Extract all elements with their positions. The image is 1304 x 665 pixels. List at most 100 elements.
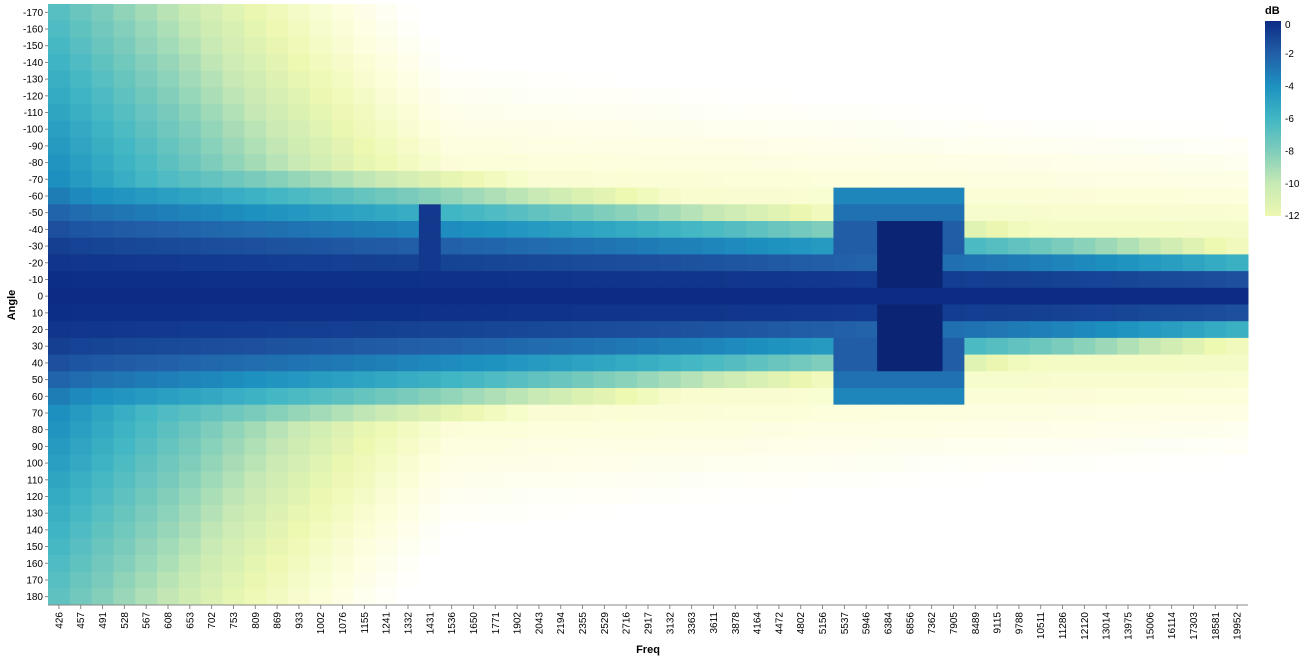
heatmap-cell	[1095, 321, 1118, 339]
heatmap-cell	[178, 154, 202, 172]
heatmap-cell	[462, 438, 485, 456]
heatmap-cell	[986, 104, 1009, 122]
heatmap-cell	[942, 387, 965, 406]
heatmap-cell	[789, 87, 813, 105]
heatmap-cell	[178, 187, 202, 205]
heatmap-cell	[1226, 54, 1249, 72]
heatmap-cell	[244, 521, 267, 539]
heatmap-cell	[768, 54, 791, 72]
heatmap-cell	[1073, 438, 1096, 456]
heatmap-cell	[331, 37, 354, 55]
heatmap-cell	[811, 504, 834, 523]
heatmap-cell	[1138, 187, 1162, 205]
heatmap-cell	[615, 554, 638, 573]
heatmap-cell	[135, 54, 158, 72]
heatmap-cell	[288, 387, 311, 406]
heatmap-cell	[418, 254, 442, 272]
heatmap-cell	[877, 104, 900, 122]
heatmap-cell	[942, 554, 965, 573]
heatmap-cell	[855, 571, 878, 589]
heatmap-cell	[1182, 154, 1205, 172]
heatmap-cell	[571, 271, 594, 289]
heatmap-cell	[680, 170, 704, 189]
heatmap-cell	[986, 120, 1009, 139]
heatmap-cell	[69, 304, 93, 322]
heatmap-cell	[1073, 321, 1096, 339]
heatmap-cell	[418, 554, 442, 573]
heatmap-cell	[724, 187, 747, 205]
heatmap-cell	[135, 421, 158, 439]
heatmap-cell	[1204, 387, 1227, 406]
heatmap-cell	[724, 371, 747, 389]
heatmap-cell	[637, 254, 660, 272]
heatmap-cell	[811, 438, 834, 456]
heatmap-cell	[113, 170, 136, 189]
heatmap-cell	[898, 438, 922, 456]
heatmap-cell	[1160, 221, 1184, 239]
heatmap-cell	[69, 588, 93, 606]
heatmap-cell	[1182, 504, 1205, 523]
heatmap-cell	[397, 204, 420, 222]
heatmap-cell	[48, 404, 71, 422]
heatmap-cell	[877, 571, 900, 589]
heatmap-cell	[1095, 4, 1118, 22]
heatmap-cell	[331, 571, 354, 589]
heatmap-cell	[658, 438, 682, 456]
heatmap-cell	[91, 321, 114, 339]
heatmap-cell	[855, 404, 878, 422]
heatmap-cell	[920, 170, 944, 189]
heatmap-cell	[789, 54, 813, 72]
heatmap-cell	[898, 321, 922, 339]
heatmap-cell	[571, 554, 594, 573]
heatmap-cell	[1008, 521, 1031, 539]
heatmap-cell	[397, 421, 420, 439]
heatmap-cell	[244, 488, 267, 506]
heatmap-cell	[48, 521, 71, 539]
heatmap-cell	[418, 287, 442, 305]
heatmap-cell	[658, 404, 682, 422]
heatmap-cell	[724, 271, 747, 289]
heatmap-cell	[113, 321, 136, 339]
heatmap-cell	[877, 137, 900, 155]
heatmap-cell	[462, 287, 485, 305]
heatmap-cell	[1051, 70, 1074, 88]
heatmap-cell	[418, 104, 442, 122]
heatmap-cell	[746, 421, 769, 439]
heatmap-cell	[157, 37, 180, 55]
heatmap-cell	[375, 271, 398, 289]
heatmap-cell	[702, 387, 725, 406]
heatmap-cell	[309, 321, 333, 339]
heatmap-cell	[440, 304, 464, 322]
heatmap-cell	[571, 488, 594, 506]
heatmap-cell	[135, 104, 158, 122]
heatmap-cell	[1073, 371, 1096, 389]
heatmap-cell	[615, 154, 638, 172]
heatmap-cell	[833, 187, 856, 205]
heatmap-cell	[397, 271, 420, 289]
heatmap-cell	[789, 271, 813, 289]
heatmap-cell	[1160, 37, 1184, 55]
heatmap-cell	[91, 521, 114, 539]
heatmap-cell	[637, 438, 660, 456]
heatmap-cell	[942, 438, 965, 456]
heatmap-cell	[833, 304, 856, 322]
heatmap-cell	[69, 521, 93, 539]
heatmap-cell	[353, 588, 376, 606]
heatmap-cell	[1008, 371, 1031, 389]
heatmap-cell	[375, 70, 398, 88]
x-tick-label: 9788	[1014, 612, 1025, 635]
heatmap-cell	[986, 538, 1009, 556]
heatmap-cell	[877, 454, 900, 472]
heatmap-cell	[1117, 521, 1140, 539]
heatmap-cell	[1117, 54, 1140, 72]
heatmap-cell	[309, 271, 333, 289]
heatmap-cell	[615, 571, 638, 589]
heatmap-cell	[440, 54, 464, 72]
heatmap-cell	[746, 438, 769, 456]
heatmap-cell	[637, 187, 660, 205]
x-tick-label: 1002	[316, 612, 327, 635]
heatmap-cell	[724, 221, 747, 239]
heatmap-cell	[48, 204, 71, 222]
heatmap-cell	[877, 287, 900, 305]
heatmap-cell	[506, 321, 529, 339]
